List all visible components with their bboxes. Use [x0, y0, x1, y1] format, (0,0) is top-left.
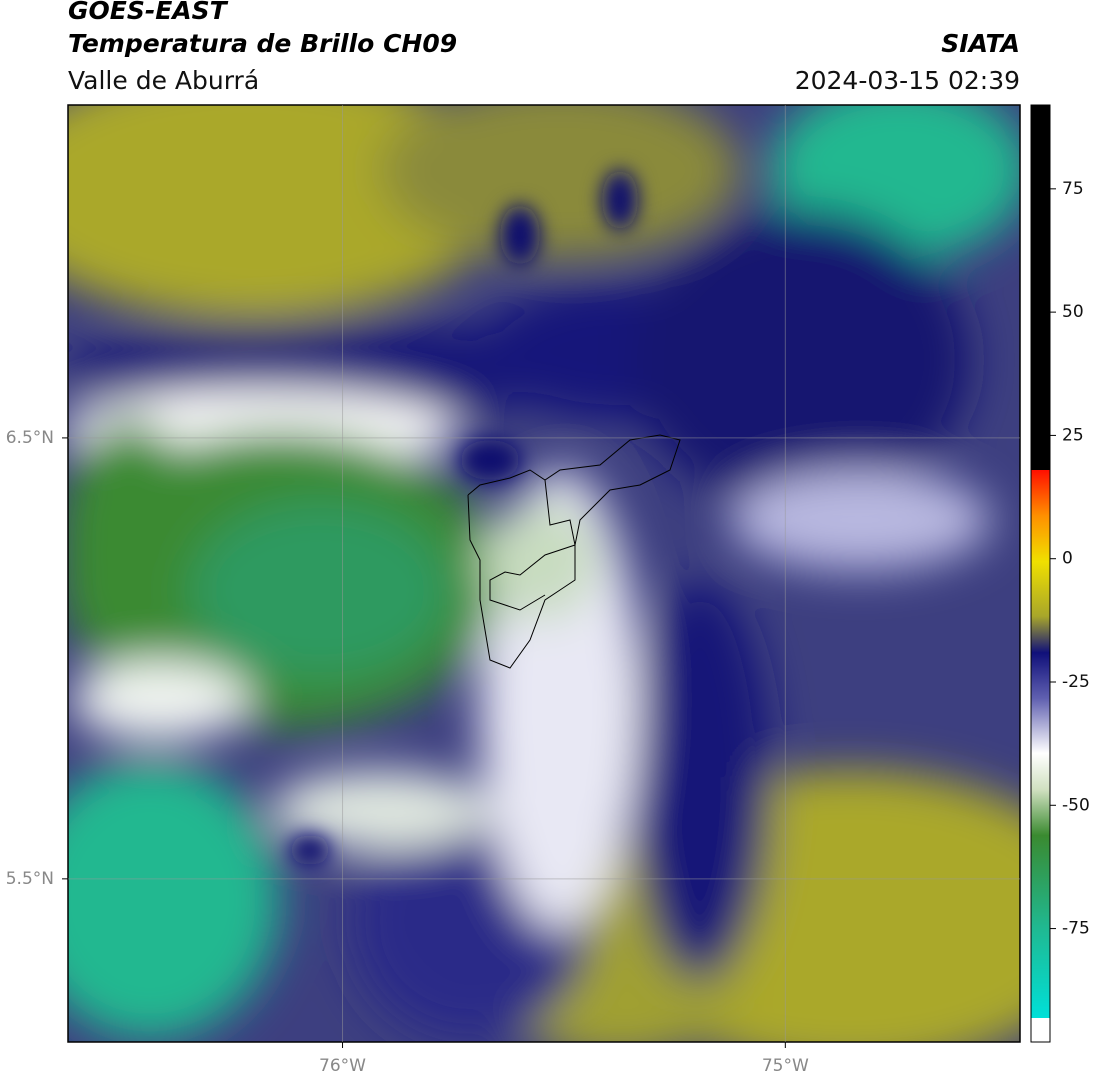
- colorbar-tick-label: 75: [1062, 179, 1084, 199]
- colorbar-tick-label: -25: [1062, 672, 1090, 692]
- satellite-image: [68, 105, 1020, 1042]
- map-frame: [67, 104, 1021, 1043]
- x-tick-label: 75°W: [762, 1056, 809, 1076]
- timestamp: 2024-03-15 02:39: [795, 66, 1020, 95]
- colorbar: [1031, 105, 1050, 1018]
- x-tick-label: 76°W: [319, 1056, 366, 1076]
- y-tick-label: 6.5°N: [6, 428, 54, 448]
- colorbar-tick-label: -75: [1062, 919, 1090, 939]
- y-tick-label: 5.5°N: [6, 869, 54, 889]
- colorbar-tick-label: 50: [1062, 302, 1084, 322]
- title: GOES-EAST: [68, 0, 229, 25]
- colorbar-tick-label: 25: [1062, 425, 1084, 445]
- colorbar-frame: [1030, 104, 1051, 1043]
- source: SIATA: [941, 29, 1020, 58]
- colorbar-tick-label: -50: [1062, 795, 1090, 815]
- colorbar-extension: [1031, 1018, 1050, 1042]
- subtitle: Temperatura de Brillo CH09: [68, 29, 457, 58]
- colorbar-tick-label: 0: [1062, 549, 1073, 569]
- region: Valle de Aburrá: [68, 66, 259, 95]
